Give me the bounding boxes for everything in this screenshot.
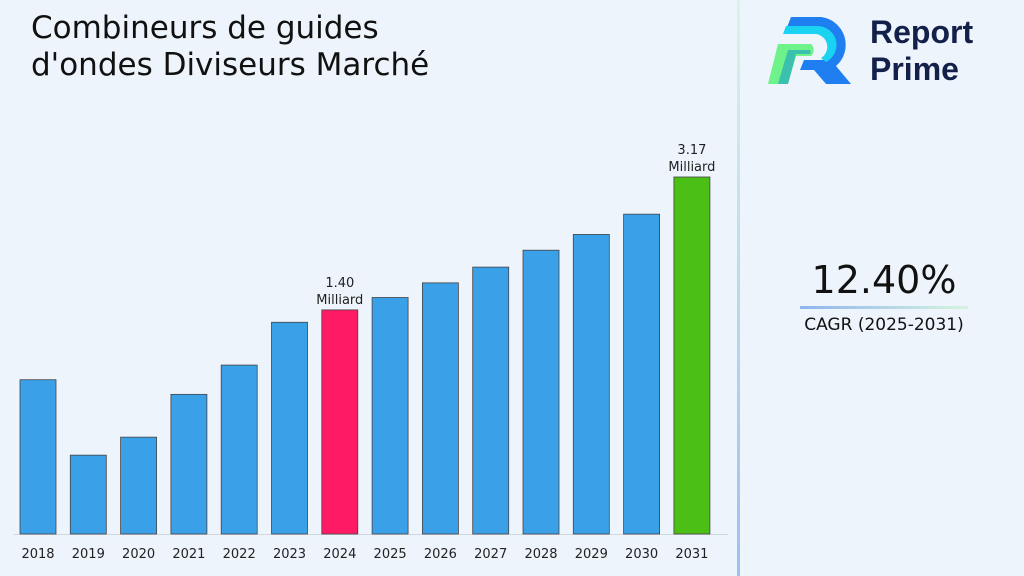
x-tick-label: 2026	[424, 547, 457, 562]
bar-2025	[371, 297, 409, 535]
bar-2021	[170, 393, 208, 535]
bar-2027	[472, 266, 510, 535]
x-tick-label: 2030	[625, 547, 658, 562]
bar-2028	[522, 249, 560, 535]
x-tick-label: 2028	[524, 547, 557, 562]
x-tick-label: 2029	[575, 547, 608, 562]
bar-2029	[572, 234, 610, 535]
bar-2026	[421, 282, 459, 535]
x-tick-label: 2024	[323, 547, 356, 562]
cagr-underline	[800, 306, 968, 309]
x-tick-label: 2022	[223, 547, 256, 562]
cagr-panel: 12.40% CAGR (2025-2031)	[800, 258, 968, 335]
x-tick-label: 2031	[675, 547, 708, 562]
bar-2031	[673, 176, 711, 535]
bar-2019	[69, 454, 107, 535]
report-prime-logo-icon	[768, 17, 851, 84]
cagr-label: CAGR (2025-2031)	[804, 315, 964, 335]
bar-2023	[271, 321, 308, 535]
data-label: Milliard	[316, 293, 363, 308]
x-tick-label: 2027	[474, 547, 507, 562]
divider	[737, 0, 740, 576]
bar-chart: 2018 2019 2020 2021 2022 2023 2024 1.40 Milliard…	[14, 143, 728, 562]
brand-name: Report Prime	[870, 14, 973, 88]
x-tick-label: 2021	[172, 547, 205, 562]
x-tick-label: 2025	[374, 547, 407, 562]
x-tick-label: 2020	[122, 547, 155, 562]
bar-2030	[623, 213, 660, 535]
bar-2024	[321, 309, 359, 535]
cagr-value: 12.40%	[811, 258, 957, 302]
bar-2022	[220, 364, 258, 535]
chart-title: Combineurs de guides d'ondes Diviseurs M…	[31, 10, 430, 83]
x-tick-label: 2019	[72, 547, 105, 562]
brand-name-line2: Prime	[870, 51, 959, 87]
x-tick-label: 2023	[273, 547, 306, 562]
data-label: Milliard	[668, 160, 715, 175]
bar-2020	[120, 436, 157, 535]
data-label: 3.17	[677, 143, 706, 158]
x-tick-label: 2018	[21, 547, 54, 562]
data-label: 1.40	[325, 276, 354, 291]
bar-2018	[19, 379, 57, 535]
brand-name-line1: Report	[870, 14, 974, 50]
